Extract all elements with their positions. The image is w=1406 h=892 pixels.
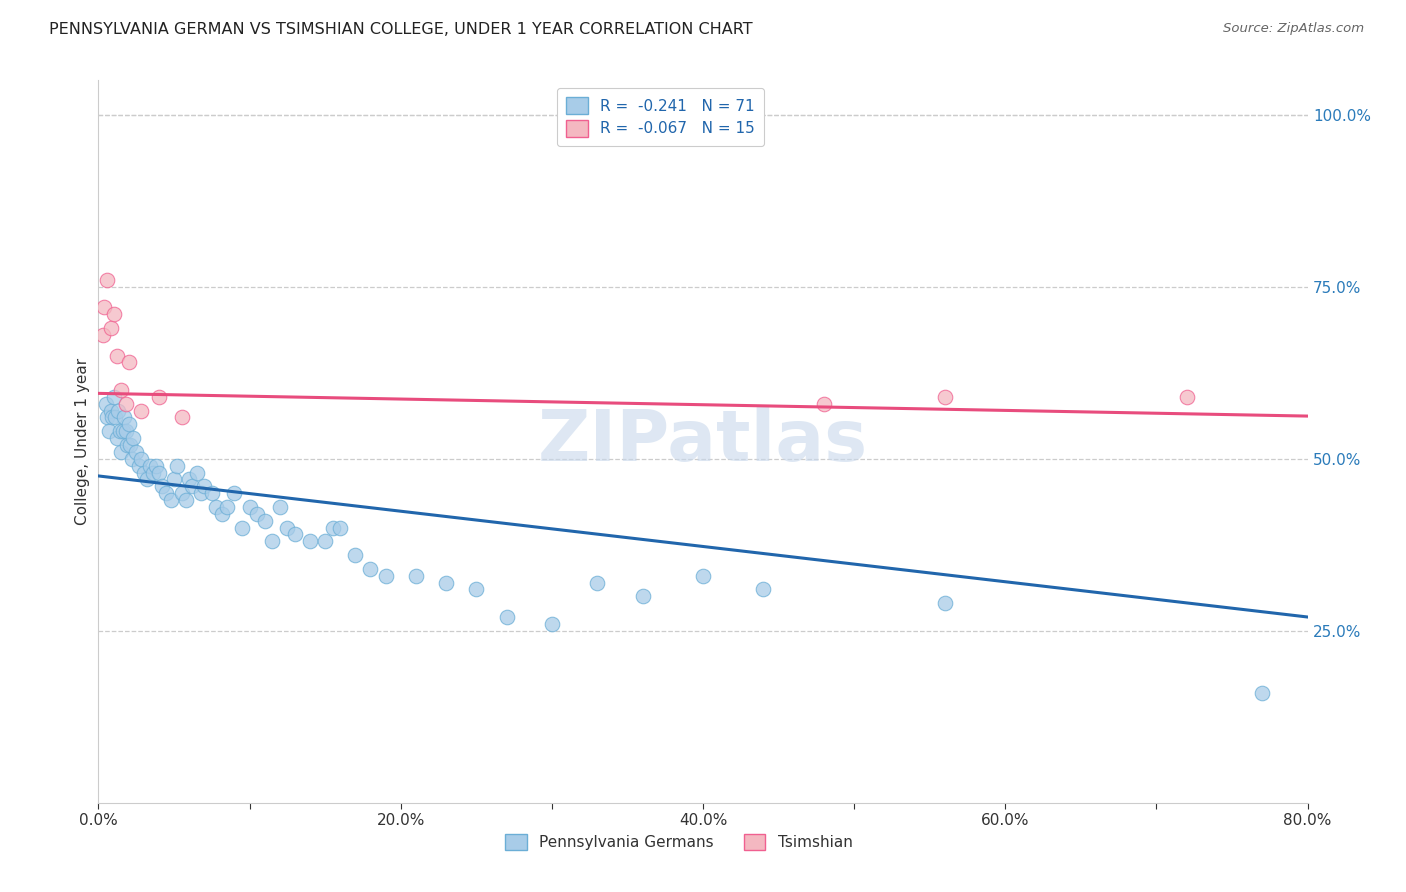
Text: Source: ZipAtlas.com: Source: ZipAtlas.com [1223,22,1364,36]
Point [211,507,233,521]
Point [253,514,276,528]
Legend: Pennsylvania Germans, Tsimshian: Pennsylvania Germans, Tsimshian [499,828,859,856]
Point [112,410,135,425]
Point [224,486,246,500]
Point [215,500,238,514]
Point [120,438,142,452]
Point [495,610,517,624]
Point [129,403,152,417]
Point [179,472,201,486]
Point [155,486,177,500]
Point [434,575,457,590]
Point [105,431,128,445]
Point [170,410,193,425]
Point [129,451,152,466]
Point [98,424,121,438]
Point [103,307,125,321]
Point [111,424,134,438]
Point [246,507,269,521]
Point [190,486,212,500]
Point [269,500,291,514]
Point [934,596,956,610]
Point [135,472,157,486]
Point [163,472,186,486]
Point [104,410,127,425]
Point [181,479,204,493]
Point [1251,686,1274,700]
Point [118,355,141,369]
Point [114,424,136,438]
Point [329,520,352,534]
Point [148,390,170,404]
Point [122,431,145,445]
Point [139,458,162,473]
Point [145,458,167,473]
Point [186,466,208,480]
Point [586,575,609,590]
Point [110,445,132,459]
Point [262,534,284,549]
Point [360,562,382,576]
Point [170,486,193,500]
Point [108,424,131,438]
Point [100,321,122,335]
Point [118,417,141,432]
Text: PENNSYLVANIA GERMAN VS TSIMSHIAN COLLEGE, UNDER 1 YEAR CORRELATION CHART: PENNSYLVANIA GERMAN VS TSIMSHIAN COLLEGE… [49,22,752,37]
Point [96,410,118,425]
Point [174,493,197,508]
Point [114,397,136,411]
Point [752,582,775,597]
Point [101,410,124,425]
Point [103,390,125,404]
Point [121,451,143,466]
Point [205,500,228,514]
Point [239,500,262,514]
Point [94,397,117,411]
Point [142,466,165,480]
Point [110,383,132,397]
Point [100,403,122,417]
Point [813,397,835,411]
Text: ZIPatlas: ZIPatlas [538,407,868,476]
Point [125,445,148,459]
Point [148,466,170,480]
Point [150,479,173,493]
Point [299,534,322,549]
Point [631,590,654,604]
Point [231,520,253,534]
Point [96,273,118,287]
Point [93,301,115,315]
Point [692,568,714,582]
Point [160,493,183,508]
Point [132,466,155,480]
Point [465,582,488,597]
Point [374,568,396,582]
Point [540,616,562,631]
Point [128,458,150,473]
Point [201,486,224,500]
Point [405,568,427,582]
Y-axis label: College, Under 1 year: College, Under 1 year [75,358,90,525]
Point [934,390,956,404]
Point [107,403,129,417]
Point [314,534,336,549]
Point [276,520,298,534]
Point [344,548,367,562]
Point [193,479,215,493]
Point [115,438,138,452]
Point [166,458,188,473]
Point [284,527,307,541]
Point [91,327,114,342]
Point [105,349,128,363]
Point [322,520,344,534]
Point [1175,390,1198,404]
